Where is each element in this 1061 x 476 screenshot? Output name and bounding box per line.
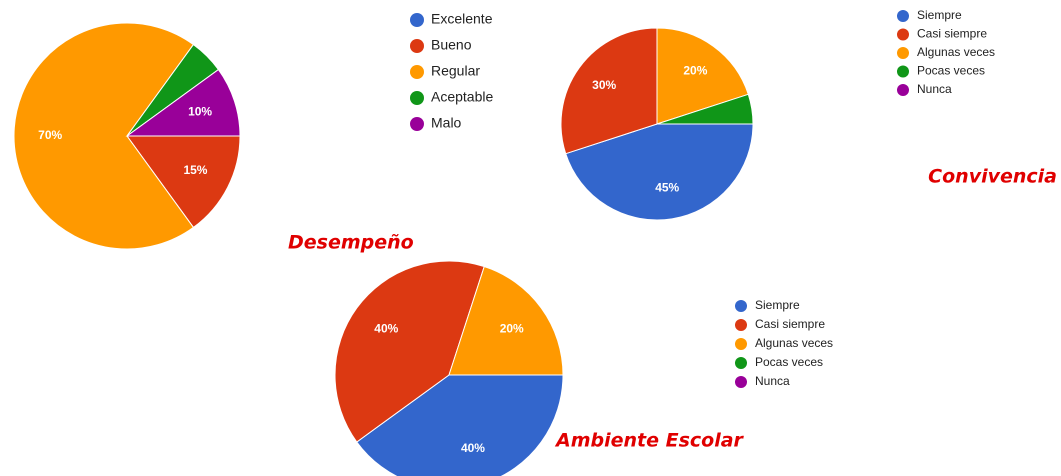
legend-marker [897, 65, 909, 78]
legend-label: Siempre [917, 8, 962, 22]
legend-label: Algunas veces [917, 45, 995, 59]
legend-marker [735, 376, 747, 388]
pie-slice [656, 93, 754, 125]
pie-slice [448, 265, 564, 376]
data-label: 10% [188, 104, 212, 118]
data-label: 20% [683, 63, 707, 77]
legend-label: Aceptable [431, 89, 493, 105]
data-label: 30% [592, 78, 616, 92]
data-label: 15% [183, 163, 207, 177]
data-label: 20% [500, 322, 524, 336]
legend-label: Bueno [431, 37, 472, 53]
legend-marker [410, 91, 424, 105]
legend-label: Siempre [755, 298, 800, 312]
legend-marker [410, 117, 424, 131]
pie-slice [560, 27, 658, 155]
data-label: 40% [374, 322, 398, 336]
legend-marker [410, 39, 424, 53]
legend-label: Casi siempre [755, 317, 825, 331]
pie-slice [565, 123, 754, 221]
legend-label: Casi siempre [917, 27, 987, 41]
legend-marker [897, 10, 909, 22]
legend-marker [735, 357, 747, 369]
data-label: 40% [461, 441, 485, 455]
data-label: 45% [655, 181, 679, 195]
legend-label: Excelente [431, 11, 493, 27]
legend-marker [735, 338, 747, 350]
legend-label: Malo [431, 115, 462, 131]
legend-marker [410, 13, 424, 27]
legend-label: Pocas veces [755, 355, 823, 369]
pie-slice [656, 27, 749, 125]
legend-label: Nunca [755, 374, 790, 388]
data-label: 70% [38, 128, 62, 142]
legend-label: Algunas veces [755, 336, 833, 350]
pie-slice [356, 374, 564, 476]
legend-label: Nunca [917, 82, 952, 96]
pie-slice [13, 22, 195, 250]
legend-marker [897, 47, 909, 59]
legend-label: Pocas veces [917, 64, 985, 78]
pie-slice [334, 260, 485, 443]
legend-marker [897, 84, 909, 96]
pie-slice [126, 135, 241, 229]
legend-marker [897, 28, 909, 41]
legend-label: Regular [431, 63, 480, 79]
chart-title: Ambiente Escolar [554, 430, 745, 452]
chart-title: Convivencia [928, 166, 1057, 188]
pie-slice [125, 68, 241, 137]
legend-marker [735, 300, 747, 312]
chart-title: Desempeño [288, 232, 414, 254]
legend-marker [735, 319, 747, 331]
legend-marker [410, 65, 424, 79]
